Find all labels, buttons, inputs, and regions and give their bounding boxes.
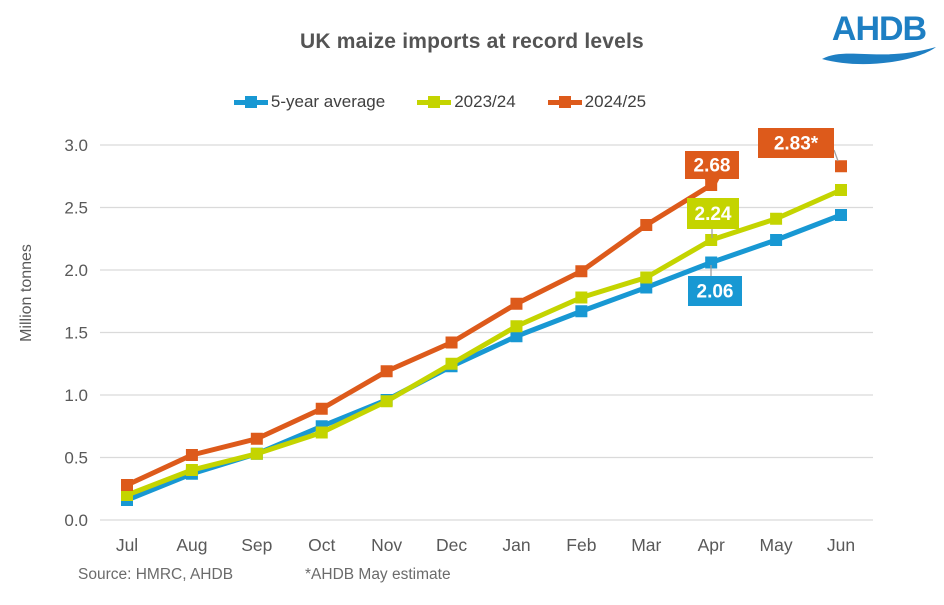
data-point-2024-25-feb — [575, 265, 588, 278]
page-title: UK maize imports at record levels — [300, 30, 644, 53]
chart-legend: 5-year average 2023/24 2024/25 — [0, 92, 880, 112]
annotation-pointer — [704, 178, 720, 191]
data-point-2023-24-oct — [315, 426, 328, 439]
annotation-leader-line — [833, 149, 839, 162]
data-point-2024-25-dec — [445, 336, 458, 349]
x-axis-tick-label: Jun — [827, 535, 855, 555]
legend-label: 5-year average — [270, 92, 386, 111]
data-point-2023-24-feb — [575, 291, 588, 304]
x-axis-tick-label: Nov — [371, 535, 402, 555]
y-axis-tick-label: 0.0 — [64, 511, 88, 530]
legend-item-2024-25: 2024/25 — [547, 92, 647, 112]
data-point-2024-25-aug — [185, 449, 198, 461]
x-axis-tick-label: Sep — [241, 535, 272, 555]
data-point-2024-25-nov — [380, 365, 393, 378]
annotation-box-2.24 — [687, 198, 739, 229]
ahdb-logo: AHDB — [818, 12, 940, 70]
y-axis-tick-label: 1.5 — [64, 324, 88, 343]
series-line-2024-25 — [125, 182, 713, 488]
annotation-value-label: 2.83* — [774, 134, 819, 155]
annotation-value-label: 2.06 — [697, 282, 734, 303]
data-point-5-year-average-jun — [835, 209, 847, 221]
x-axis-tick-label: Oct — [308, 535, 335, 555]
data-point-2023-24-dec — [445, 357, 458, 370]
data-point-2023-24-jan — [510, 320, 523, 333]
legend-label: 2024/25 — [584, 92, 647, 111]
legend-marker-icon — [547, 96, 582, 108]
y-axis-tick-label: 0.5 — [64, 449, 88, 468]
y-axis-tick-label: 2.5 — [64, 199, 88, 218]
x-axis-tick-label: Jan — [502, 535, 530, 555]
data-point-2024-25-jan — [510, 297, 523, 310]
estimate-note: *AHDB May estimate — [305, 566, 451, 583]
series-line-2023-24 — [126, 187, 843, 498]
annotation-value-label: 2.68 — [694, 156, 731, 177]
annotation-value-label: 2.24 — [695, 204, 732, 225]
data-point-5-year-average-mar — [640, 281, 653, 294]
source-note: Source: HMRC, AHDB — [78, 566, 234, 583]
x-axis-tick-label: Mar — [631, 535, 661, 555]
data-point-2024-25-oct — [315, 402, 328, 415]
x-axis-tick-label: May — [760, 535, 793, 555]
data-point-2024-25-mar — [640, 219, 653, 231]
legend-item-2023-24: 2023/24 — [417, 92, 516, 112]
x-axis-tick-label: Jul — [116, 535, 138, 555]
x-axis-tick-label: Aug — [176, 535, 207, 555]
data-point-5-year-average-jan — [510, 330, 523, 343]
y-axis-tick-label: 2.0 — [64, 261, 88, 280]
annotation-box-2.06 — [688, 276, 742, 306]
data-point-2023-24-jul — [121, 489, 133, 501]
data-point-2023-24-mar — [640, 271, 653, 284]
x-axis-tick-label: Feb — [566, 535, 596, 555]
data-point-2023-24-nov — [380, 395, 393, 408]
data-point-2023-24-jun — [835, 184, 847, 196]
y-axis-title: Million tonnes — [18, 244, 35, 342]
data-point-2024-25-jun — [835, 160, 847, 173]
data-point-5-year-average-apr — [705, 256, 718, 269]
data-point-2023-24-sep — [250, 447, 263, 460]
data-point-2023-24-apr — [705, 234, 718, 246]
ahdb-logo-text: AHDB — [831, 10, 927, 48]
data-point-2023-24-aug — [185, 464, 198, 476]
annotation-box-2.83 — [758, 128, 834, 158]
y-axis-tick-label: 1.0 — [64, 386, 88, 405]
data-point-2023-24-may — [770, 212, 783, 225]
legend-item-5-year-average: 5-year average — [233, 92, 386, 112]
y-axis-tick-label: 3.0 — [64, 136, 88, 155]
legend-marker-icon — [233, 96, 268, 108]
x-axis-tick-label: Dec — [436, 535, 467, 555]
data-point-5-year-average-may — [770, 234, 783, 246]
data-point-2024-25-jul — [121, 479, 133, 491]
annotation-box-2.68 — [685, 151, 739, 179]
ahdb-logo-wave-icon — [822, 47, 936, 65]
data-point-5-year-average-feb — [575, 305, 588, 318]
x-axis-tick-label: Apr — [698, 535, 725, 555]
legend-marker-icon — [417, 96, 452, 108]
data-point-2024-25-sep — [250, 432, 263, 445]
legend-label: 2023/24 — [454, 92, 516, 111]
